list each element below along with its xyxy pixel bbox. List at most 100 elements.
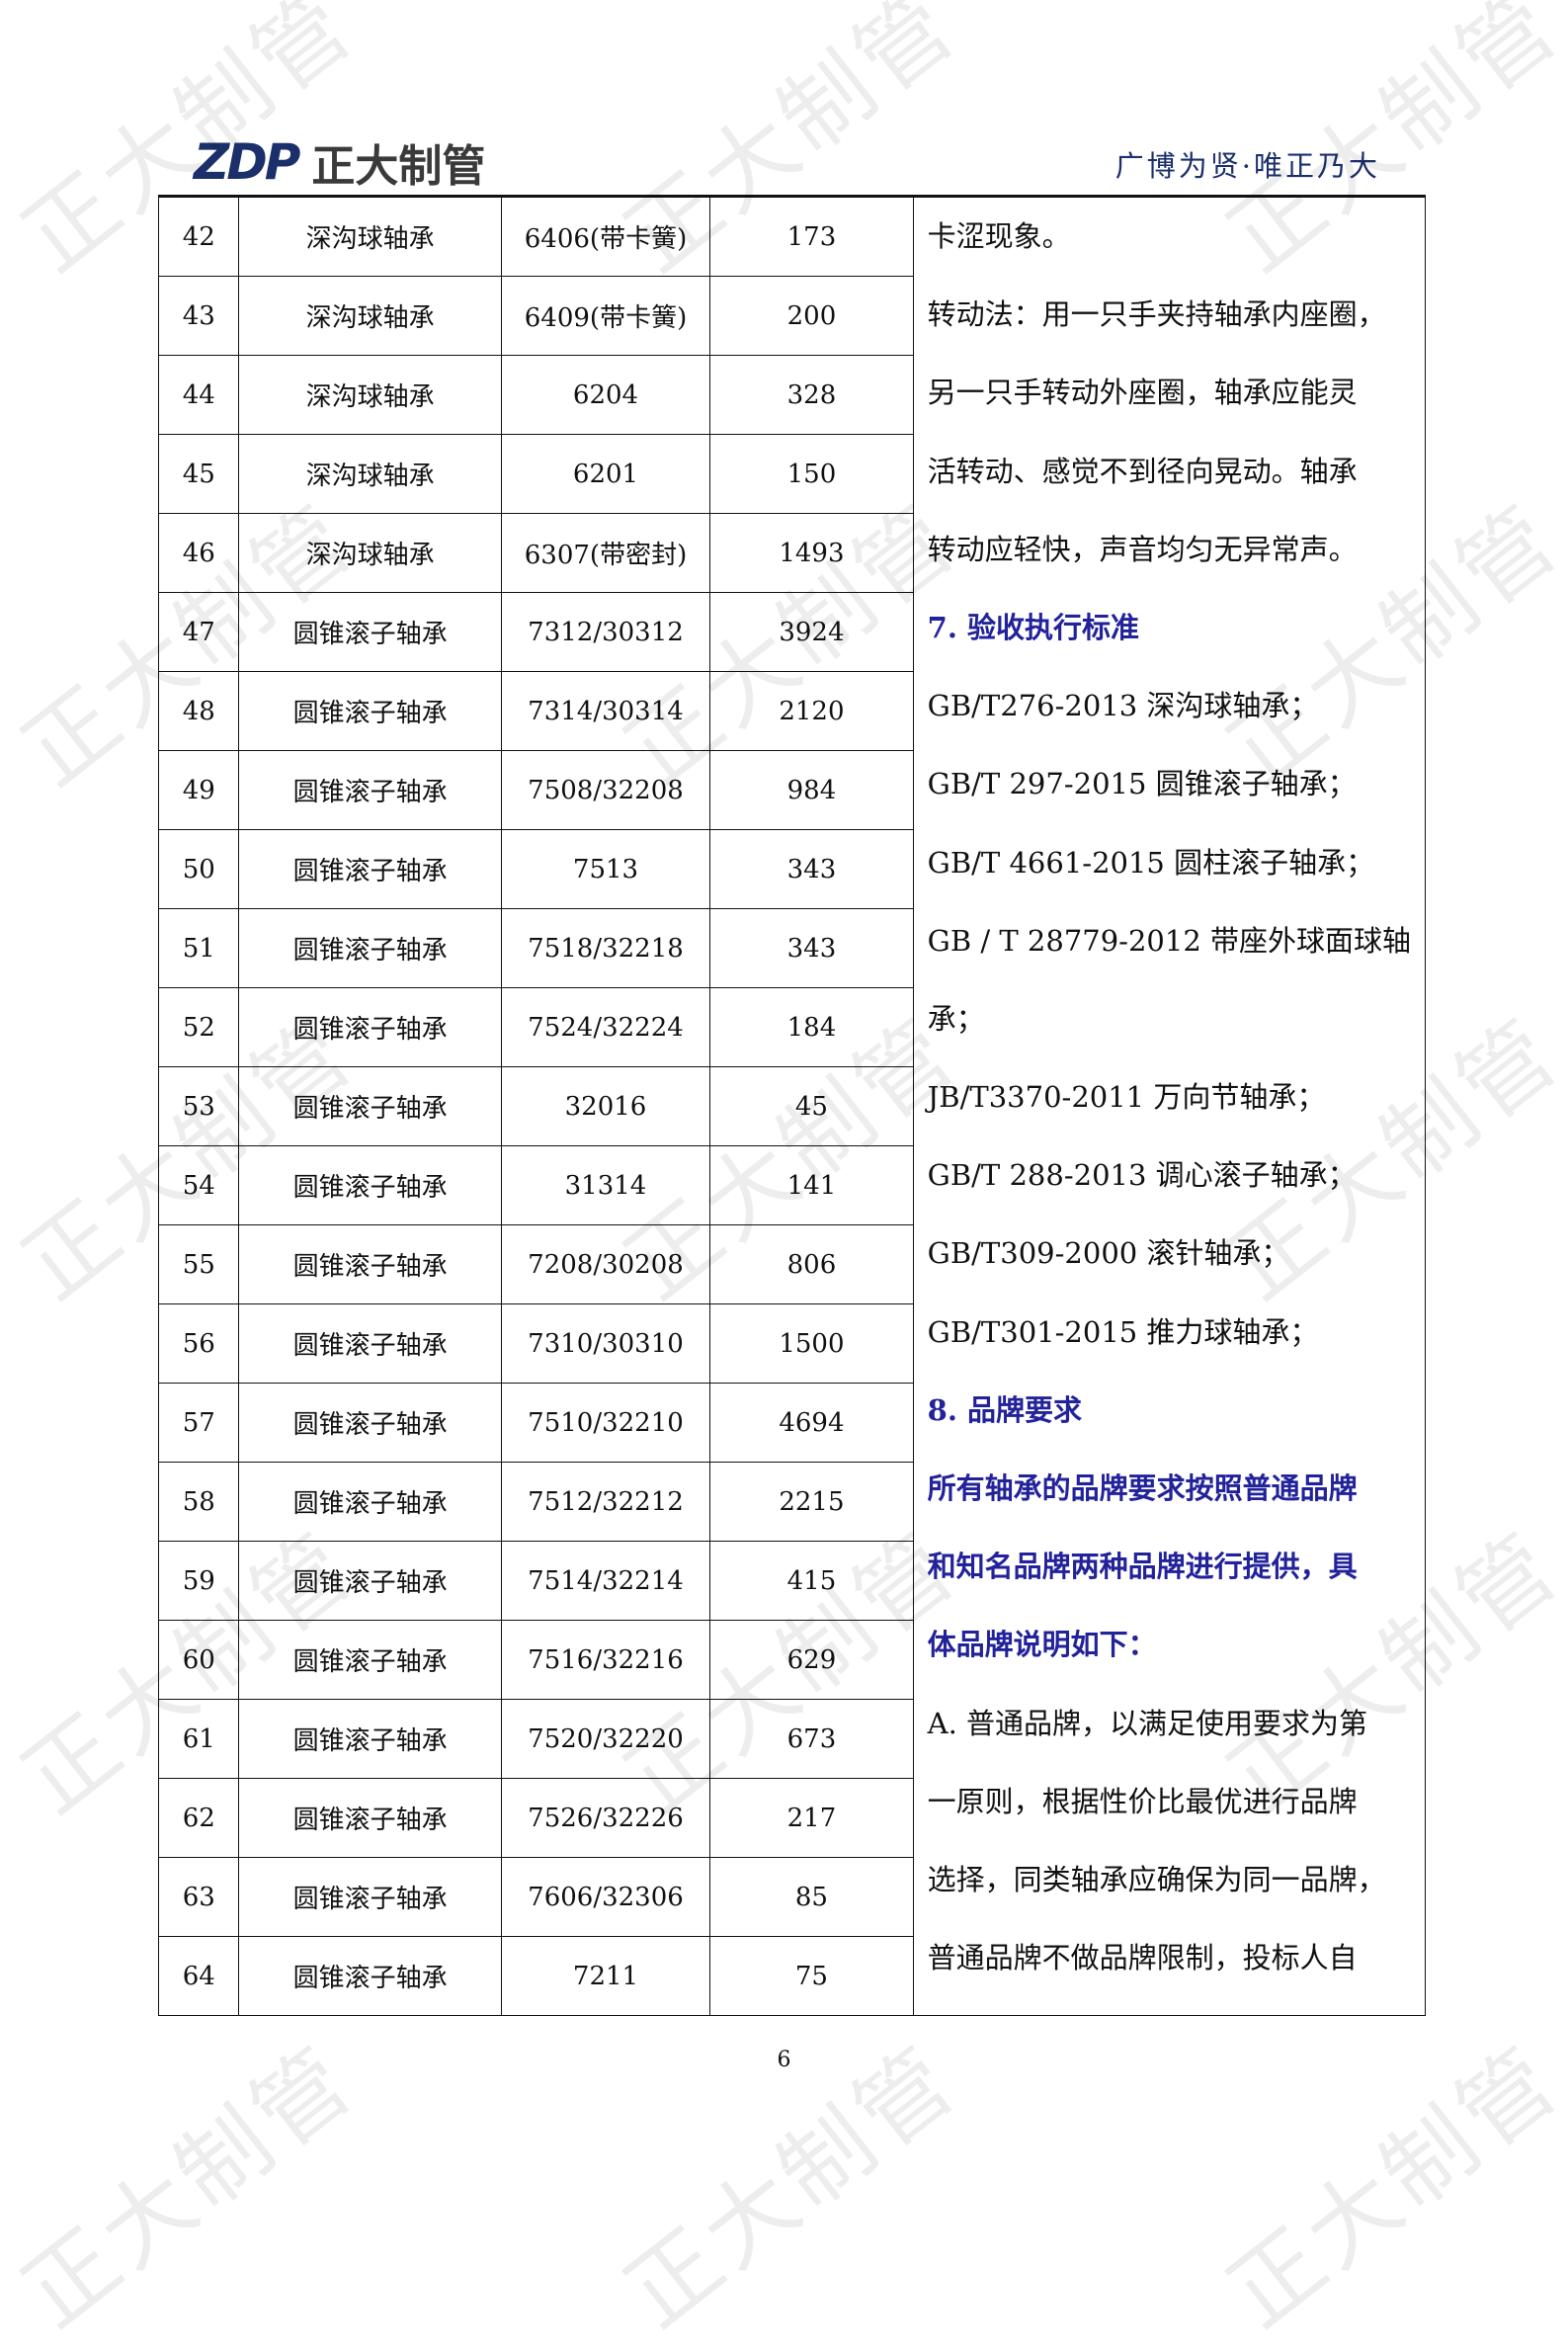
quantity: 85 — [709, 1857, 914, 1937]
bearing-type: 圆锥滚子轴承 — [238, 750, 502, 830]
text-line: 转动应轻快，声音均匀无异常声。 — [927, 532, 1358, 566]
row-number: 51 — [157, 908, 240, 988]
bearing-type: 圆锥滚子轴承 — [238, 1778, 502, 1858]
bearing-type: 深沟球轴承 — [238, 195, 502, 277]
quantity: 1493 — [709, 513, 914, 593]
bearing-model: 6204 — [500, 355, 711, 435]
bearing-type: 圆锥滚子轴承 — [238, 908, 502, 988]
quantity: 2120 — [709, 671, 914, 751]
table-row: 57 圆锥滚子轴承 7510/32210 4694 — [157, 1383, 1426, 1463]
bearing-type: 圆锥滚子轴承 — [238, 1699, 502, 1779]
bearing-type: 圆锥滚子轴承 — [238, 592, 502, 672]
quantity: 673 — [709, 1699, 914, 1779]
quantity: 184 — [709, 987, 914, 1067]
row-number: 63 — [157, 1857, 240, 1937]
bearing-model: 7524/32224 — [500, 987, 711, 1067]
text-line: JB/T3370-2011 万向节轴承； — [927, 1080, 1326, 1115]
quantity: 3924 — [709, 592, 914, 672]
bearing-model: 7518/32218 — [500, 908, 711, 988]
text-line: 普通品牌不做品牌限制，投标人自 — [927, 1941, 1358, 1975]
text-line: GB/T309-2000 滚针轴承； — [927, 1236, 1290, 1271]
bearing-type: 圆锥滚子轴承 — [238, 1462, 502, 1542]
row-number: 58 — [157, 1462, 240, 1542]
bearing-type: 圆锥滚子轴承 — [238, 1145, 502, 1225]
text-line: GB / T 28779-2012 带座外球面球轴 — [927, 923, 1411, 958]
bearing-model: 7312/30312 — [500, 592, 711, 672]
quantity: 173 — [709, 195, 914, 277]
table-row: 44 深沟球轴承 6204 328 — [157, 355, 1426, 435]
requirements-text: 卡涩现象。 转动法：用一只手夹持轴承内座圈， 另一只手转动外座圈，轴承应能灵 活转动、… — [912, 195, 1427, 2016]
bearing-type: 圆锥滚子轴承 — [238, 1224, 502, 1304]
row-number: 50 — [157, 829, 240, 909]
bearing-type: 圆锥滚子轴承 — [238, 829, 502, 909]
bearing-model: 6307(带密封) — [500, 513, 711, 593]
bearing-type: 圆锥滚子轴承 — [238, 1936, 502, 2016]
page-number: 6 — [777, 2048, 791, 2072]
text-line: 另一只手转动外座圈，轴承应能灵 — [927, 376, 1358, 410]
quantity: 343 — [709, 829, 914, 909]
text-line: GB/T 297-2015 圆锥滚子轴承； — [927, 767, 1357, 801]
text-line: 选择，同类轴承应确保为同一品牌， — [927, 1862, 1386, 1896]
quantity: 328 — [709, 355, 914, 435]
quantity: 984 — [709, 750, 914, 830]
bearing-table: 42 深沟球轴承 6406(带卡簧) 173 卡涩现象。 转动法：用一只手夹持轴承内座圈，… — [157, 195, 1427, 2016]
row-number: 53 — [157, 1066, 240, 1146]
bearing-model: 7510/32210 — [500, 1383, 711, 1463]
row-number: 60 — [157, 1620, 240, 1700]
bearing-model: 7310/30310 — [500, 1303, 711, 1384]
row-number: 57 — [157, 1383, 240, 1463]
table-row: 46 深沟球轴承 6307(带密封) 1493 — [157, 513, 1426, 593]
row-number: 54 — [157, 1145, 240, 1225]
row-number: 64 — [157, 1936, 240, 2016]
table-row: 45 深沟球轴承 6201 150 — [157, 434, 1426, 514]
row-number: 49 — [157, 750, 240, 830]
bearing-model: 7513 — [500, 829, 711, 909]
bearing-model: 7526/32226 — [500, 1778, 711, 1858]
bearing-type: 深沟球轴承 — [238, 355, 502, 435]
bearing-model: 32016 — [500, 1066, 711, 1146]
table-row: 62 圆锥滚子轴承 7526/32226 217 — [157, 1778, 1426, 1858]
row-number: 47 — [157, 592, 240, 672]
quantity: 75 — [709, 1936, 914, 2016]
quantity: 200 — [709, 276, 914, 356]
text-line: 活转动、感觉不到径向晃动。轴承 — [927, 454, 1358, 488]
text-line: GB/T 288-2013 调心滚子轴承； — [927, 1158, 1357, 1193]
bearing-type: 圆锥滚子轴承 — [238, 987, 502, 1067]
section-heading: 所有轴承的品牌要求按照普通品牌 — [927, 1471, 1358, 1505]
bearing-type: 圆锥滚子轴承 — [238, 1383, 502, 1463]
row-number: 45 — [157, 434, 240, 514]
bearing-model: 7606/32306 — [500, 1857, 711, 1937]
quantity: 1500 — [709, 1303, 914, 1384]
quantity: 150 — [709, 434, 914, 514]
table-row: 55 圆锥滚子轴承 7208/30208 806 — [157, 1224, 1426, 1304]
section-heading: 体品牌说明如下： — [927, 1628, 1157, 1662]
table-row: 63 圆锥滚子轴承 7606/32306 85 — [157, 1857, 1426, 1937]
company-logo: ZDP 正大制管 — [194, 130, 485, 194]
quantity: 2215 — [709, 1462, 914, 1542]
bearing-type: 圆锥滚子轴承 — [238, 1857, 502, 1937]
row-number: 59 — [157, 1541, 240, 1621]
bearing-model: 7211 — [500, 1936, 711, 2016]
bearing-model: 6406(带卡簧) — [500, 195, 711, 277]
table-row: 49 圆锥滚子轴承 7508/32208 984 — [157, 750, 1426, 830]
text-line: GB/T 4661-2015 圆柱滚子轴承； — [927, 845, 1375, 880]
quantity: 45 — [709, 1066, 914, 1146]
text-line: 转动法：用一只手夹持轴承内座圈， — [927, 297, 1386, 332]
table-row: 56 圆锥滚子轴承 7310/30310 1500 — [157, 1303, 1426, 1384]
row-number: 43 — [157, 276, 240, 356]
text-line: A. 普通品牌，以满足使用要求为第 — [927, 1706, 1368, 1740]
bearing-model: 7520/32220 — [500, 1699, 711, 1779]
text-line: GB/T276-2013 深沟球轴承； — [927, 689, 1319, 723]
bearing-type: 圆锥滚子轴承 — [238, 1541, 502, 1621]
text-line: 一原则，根据性价比最优进行品牌 — [927, 1784, 1358, 1818]
table-row: 47 圆锥滚子轴承 7312/30312 3924 — [157, 592, 1426, 672]
bearing-model: 7514/32214 — [500, 1541, 711, 1621]
quantity: 141 — [709, 1145, 914, 1225]
bearing-type: 圆锥滚子轴承 — [238, 671, 502, 751]
section-heading: 7. 验收执行标准 — [927, 610, 1140, 644]
logo-name: 正大制管 — [311, 141, 486, 192]
slogan: 广博为贤·唯正乃大 — [1114, 149, 1380, 183]
table-row: 64 圆锥滚子轴承 7211 75 — [157, 1936, 1426, 2016]
table-row: 58 圆锥滚子轴承 7512/32212 2215 — [157, 1462, 1426, 1542]
bearing-type: 圆锥滚子轴承 — [238, 1066, 502, 1146]
